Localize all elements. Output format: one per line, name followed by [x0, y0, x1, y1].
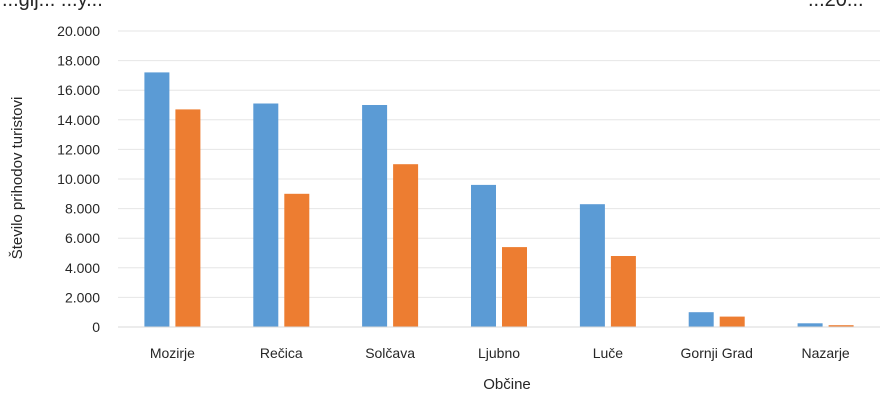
y-tick-label: 18.000 — [57, 53, 100, 69]
x-category-label: Solčava — [365, 345, 415, 361]
chart-title-left-fragment: ...gij... ...y... — [2, 0, 103, 11]
chart-title-right-fragment: ...20... — [808, 0, 864, 11]
bars — [144, 72, 854, 328]
x-category-label: Gornji Grad — [681, 345, 753, 361]
bar-gornji-grad-series-2 — [719, 316, 745, 327]
x-category-label: Rečica — [260, 345, 303, 361]
bar-mozirje-series-1 — [144, 72, 170, 328]
x-category-label: Mozirje — [150, 345, 195, 361]
x-category-label: Ljubno — [478, 345, 520, 361]
bar-solčava-series-2 — [393, 164, 419, 327]
y-tick-label: 0 — [92, 319, 100, 335]
bar-solčava-series-1 — [362, 105, 388, 327]
y-tick-label: 12.000 — [57, 141, 100, 157]
x-category-label: Luče — [593, 345, 624, 361]
bar-mozirje-series-2 — [175, 109, 201, 328]
bar-luče-series-2 — [610, 256, 636, 327]
x-axis-title: Občine — [483, 376, 531, 393]
x-axis-category-labels: Mozirje Rečica Solčava Ljubno Luče Gornji Gra… — [150, 345, 850, 361]
y-tick-label: 16.000 — [57, 82, 100, 98]
bar-ljubno-series-2 — [502, 247, 527, 327]
y-tick-label: 4.000 — [65, 260, 100, 276]
bar-nazarje-series-2 — [828, 325, 854, 327]
y-tick-label: 2.000 — [65, 289, 100, 305]
y-tick-label: 8.000 — [65, 201, 100, 217]
bar-luče-series-1 — [579, 204, 605, 327]
bar-ljubno-series-1 — [471, 184, 496, 327]
bar-rečica-series-1 — [253, 103, 279, 327]
y-tick-label: 14.000 — [57, 112, 100, 128]
x-category-label: Nazarje — [801, 345, 849, 361]
bar-gornji-grad-series-1 — [688, 312, 714, 327]
y-axis-title: Število prihodov turistovi — [9, 97, 26, 260]
y-tick-label: 10.000 — [57, 171, 100, 187]
y-axis-tick-labels: 0 2.000 4.000 6.000 8.000 10.000 12.000 14.000 1… — [57, 23, 100, 335]
bar-nazarje-series-1 — [797, 323, 823, 327]
y-tick-label: 20.000 — [57, 23, 100, 39]
gridlines — [118, 30, 880, 298]
bar-rečica-series-2 — [284, 193, 310, 327]
y-tick-label: 6.000 — [65, 230, 100, 246]
